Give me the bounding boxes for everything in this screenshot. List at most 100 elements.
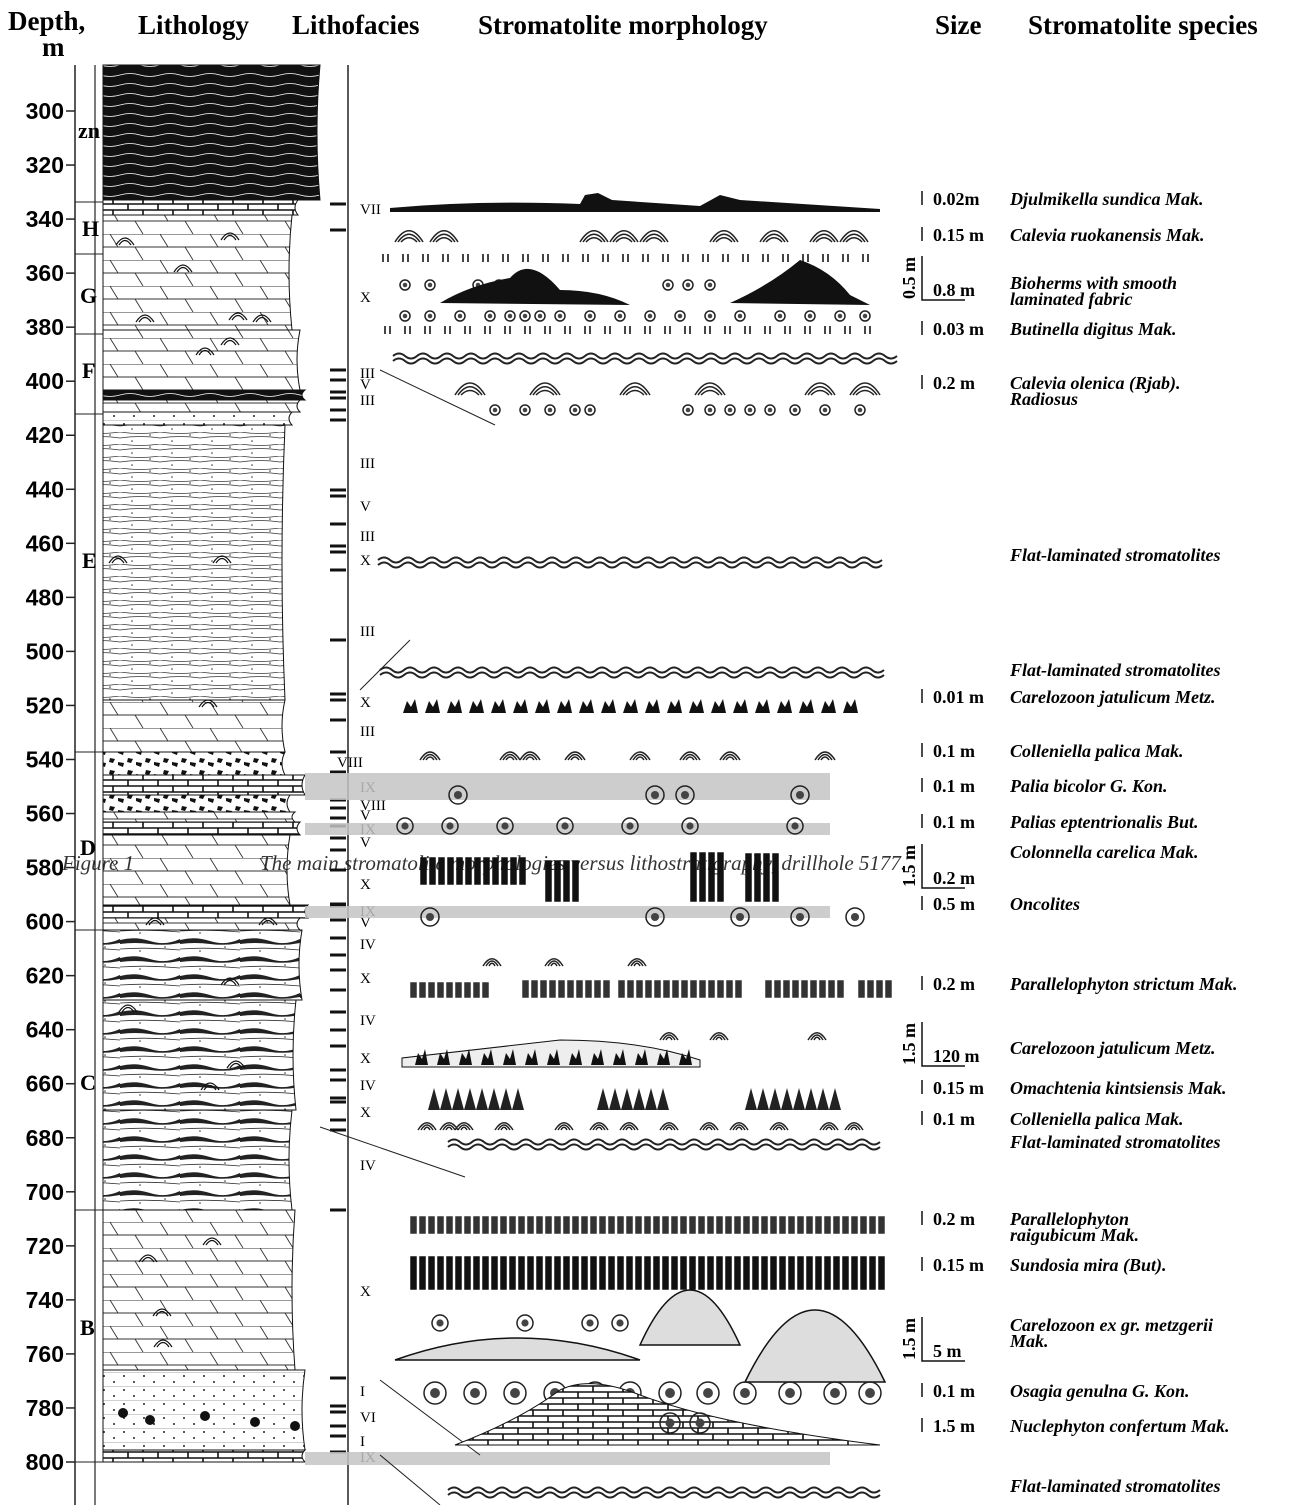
omachtenia (781, 1088, 793, 1110)
digit (863, 254, 868, 262)
oncolite (858, 408, 863, 413)
depth-label: 760 (26, 1341, 64, 1367)
oncolite (548, 408, 553, 413)
column-stromatolite (558, 980, 565, 998)
facies-label: X (360, 1105, 371, 1121)
lithology-layer (103, 905, 308, 918)
column-stromatolite (563, 1256, 570, 1290)
column-stromatolite (509, 1216, 516, 1234)
column-stromatolite (707, 1256, 714, 1290)
column-stromatolite (725, 1216, 732, 1234)
size-label: 120 m (933, 1046, 980, 1066)
column-stromatolite (806, 1256, 813, 1290)
lithology-layer (103, 822, 300, 835)
dome-stromatolite (395, 231, 423, 242)
oncolite (428, 314, 433, 319)
column-stromatolite (653, 1216, 660, 1234)
size-label: 0.01 m (933, 687, 984, 707)
column-stromatolite (752, 1256, 759, 1290)
column-stromatolite (599, 1256, 606, 1290)
oncolite (430, 1388, 440, 1398)
dome-stromatolite (680, 752, 700, 760)
nodule (200, 1411, 210, 1421)
oncolite (616, 1319, 623, 1326)
digit (483, 254, 488, 262)
digit (385, 326, 390, 334)
dome-stromatolite (630, 752, 650, 760)
depth-label: 620 (26, 963, 64, 989)
size-label: 0.2 m (933, 974, 975, 994)
oncolite (454, 791, 462, 799)
omachtenia (793, 1088, 805, 1110)
column-stromatolite (824, 1256, 831, 1290)
djulmikella (390, 193, 880, 212)
digit (763, 254, 768, 262)
dome-stromatolite (500, 752, 520, 760)
column-stromatolite (716, 1216, 723, 1234)
depth-label: 340 (26, 206, 64, 232)
column-stromatolite (833, 1256, 840, 1290)
bioherm (395, 1338, 640, 1360)
column-stromatolite (419, 1216, 426, 1234)
bioherm (640, 1290, 740, 1345)
carelozoon (755, 699, 770, 713)
digit (865, 326, 870, 334)
dome-stromatolite (610, 231, 638, 242)
digit (805, 326, 810, 334)
oncolite (678, 314, 683, 319)
column-stromatolite (792, 980, 799, 998)
size-label: 5 m (933, 1341, 962, 1361)
dome-stromatolite (640, 231, 668, 242)
oncolite (728, 408, 733, 413)
digit (563, 254, 568, 262)
carelozoon (535, 699, 550, 713)
column-stromatolite (725, 1256, 732, 1290)
dome-stromatolite (815, 752, 835, 760)
facies-label: X (360, 290, 371, 306)
oncolite (651, 913, 659, 921)
dome-stromatolite (810, 231, 838, 242)
carelozoon (777, 699, 792, 713)
size-label: 0.1 m (933, 812, 975, 832)
oncolite (648, 314, 653, 319)
oncolite (703, 1388, 713, 1398)
lithology-layer (103, 918, 300, 930)
species-label: Carelozoon jatulicum Metz. (1010, 687, 1216, 707)
digit (423, 254, 428, 262)
column-stromatolite (419, 1256, 426, 1290)
column-stromatolite (662, 1256, 669, 1290)
column-stromatolite (567, 980, 574, 998)
digit (705, 326, 710, 334)
species-label: Radiosus (1009, 389, 1078, 409)
column-stromatolite (797, 1256, 804, 1290)
column-stromatolite (473, 1256, 480, 1290)
depth-label: 660 (26, 1071, 64, 1097)
oncolite (558, 314, 563, 319)
omachtenia (817, 1088, 829, 1110)
oncolite (681, 791, 689, 799)
omachtenia (633, 1088, 645, 1110)
column-stromatolite (576, 980, 583, 998)
column-stromatolite (590, 1216, 597, 1234)
digit (463, 254, 468, 262)
dome-stromatolite (845, 1123, 863, 1130)
dome-stromatolite (695, 383, 725, 395)
size-label: 0.1 m (933, 1381, 975, 1401)
oncolite (778, 314, 783, 319)
omachtenia (745, 1088, 757, 1110)
depth-label: 580 (26, 855, 64, 881)
facies-label: X (360, 877, 371, 893)
column-stromatolite (708, 980, 715, 998)
digit (505, 326, 510, 334)
carelozoon (469, 699, 484, 713)
digit (605, 326, 610, 334)
digit (445, 326, 450, 334)
column-stromatolite (509, 1256, 516, 1290)
dome-stromatolite (710, 1033, 728, 1040)
lithology-layer (103, 1210, 295, 1370)
digit (565, 326, 570, 334)
carelozoon (821, 699, 836, 713)
lithology-layer (103, 812, 295, 822)
column-stromatolite (446, 1256, 453, 1290)
oncolite (686, 408, 691, 413)
